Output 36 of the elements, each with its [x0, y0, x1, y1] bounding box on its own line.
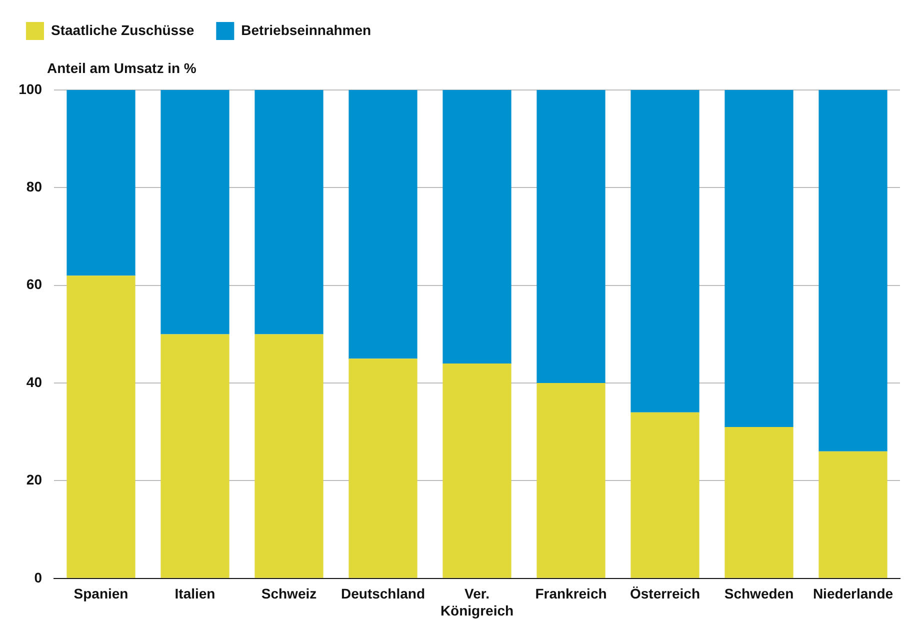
y-tick-label: 20 — [26, 472, 42, 488]
bar — [442, 364, 512, 578]
x-tick-label: Niederlande — [812, 586, 894, 602]
bar — [724, 426, 794, 578]
bar — [818, 90, 888, 452]
bar — [66, 90, 136, 276]
x-tick-label: Ver. Königreich — [440, 586, 514, 618]
y-axis-title: Anteil am Umsatz in % — [47, 60, 197, 76]
y-tick-label: 40 — [26, 374, 42, 390]
x-tick-label: Schweden — [724, 586, 794, 602]
x-tick-label: Deutschland — [340, 586, 426, 602]
bar — [254, 90, 324, 334]
x-tick-label: Frankreich — [535, 586, 607, 602]
bar — [630, 90, 700, 412]
bar — [536, 383, 606, 578]
bar — [160, 90, 230, 334]
bar — [254, 334, 324, 578]
bar — [160, 334, 230, 578]
x-tick-label: Schweiz — [261, 586, 317, 602]
bar — [348, 90, 418, 359]
bar — [348, 358, 418, 578]
bar — [442, 90, 512, 364]
y-tick-label: 60 — [26, 276, 42, 292]
bar — [724, 90, 794, 427]
legend-label: Staatliche Zuschüsse — [51, 22, 194, 38]
bar — [66, 276, 136, 578]
bar — [630, 412, 700, 578]
x-tick-label: Italien — [174, 586, 216, 602]
legend-label: Betriebseinnahmen — [241, 22, 372, 38]
y-tick-label: 80 — [26, 178, 42, 195]
y-tick-label: 100 — [18, 80, 42, 97]
x-tick-label: Spanien — [74, 586, 128, 602]
bar — [818, 451, 888, 578]
x-tick-label: Österreich — [630, 586, 700, 602]
y-tick-label: 0 — [34, 569, 42, 586]
bar — [536, 90, 606, 384]
